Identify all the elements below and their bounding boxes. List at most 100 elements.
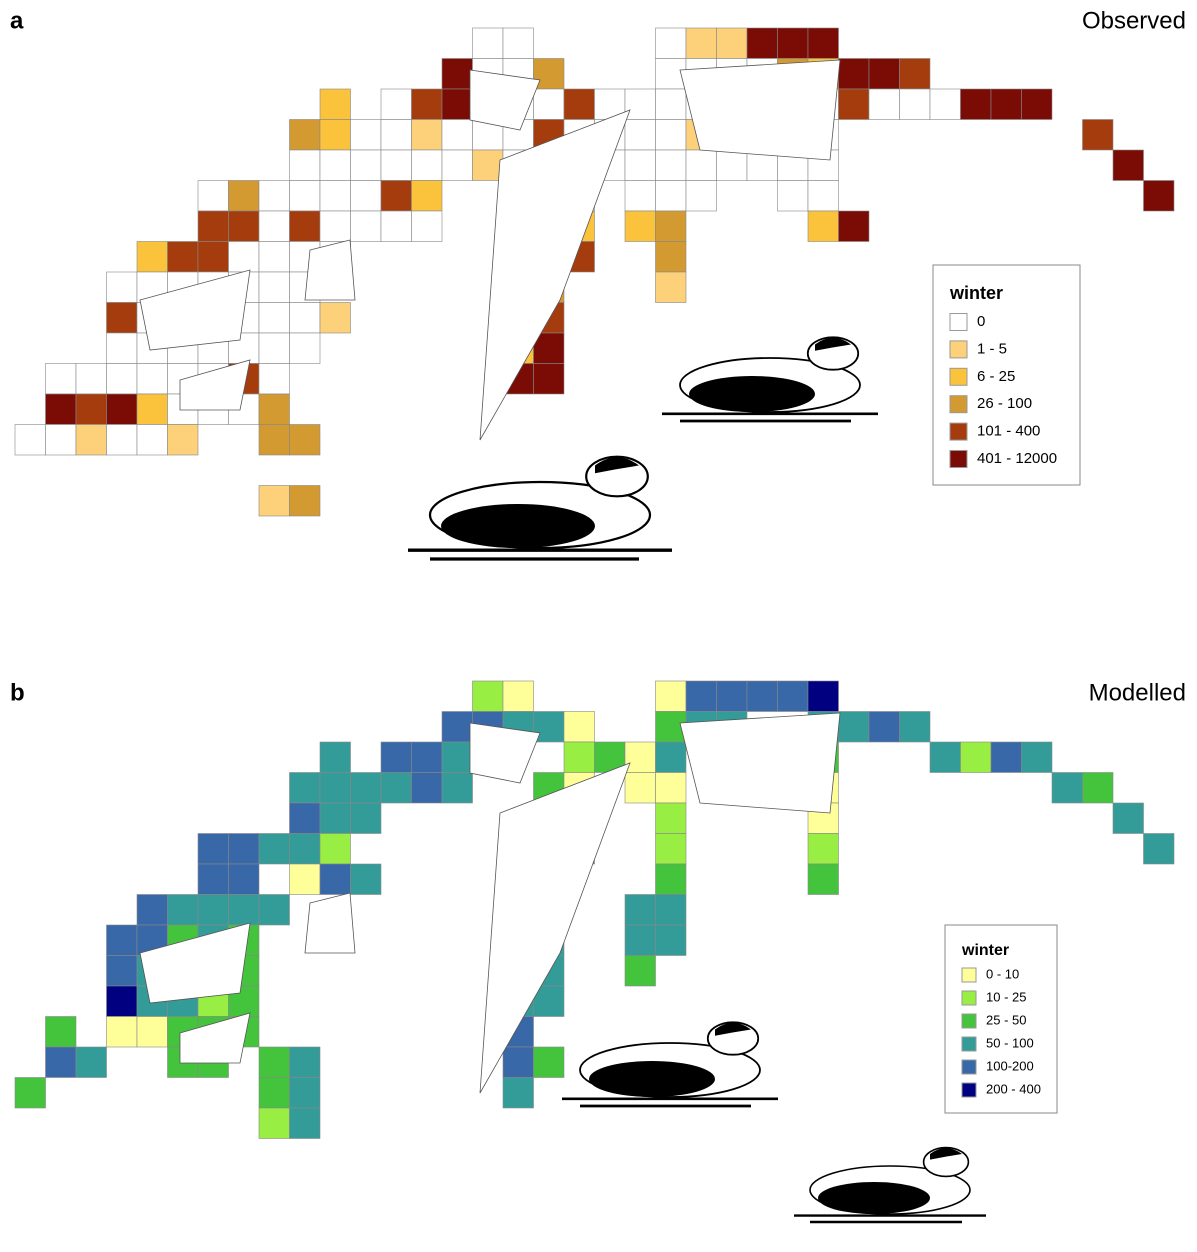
grid-cell bbox=[1144, 181, 1175, 212]
grid-cell bbox=[717, 28, 748, 59]
legend-title: winter bbox=[961, 942, 1009, 959]
grid-cell bbox=[656, 742, 687, 773]
grid-cell bbox=[320, 150, 351, 181]
grid-cell bbox=[320, 120, 351, 151]
grid-cell bbox=[473, 681, 504, 712]
grid-cell bbox=[229, 895, 260, 926]
grid-cell bbox=[381, 181, 412, 212]
duck-flank bbox=[589, 1061, 715, 1097]
grid-cell bbox=[381, 773, 412, 804]
grid-cell bbox=[107, 303, 138, 334]
grid-cell bbox=[259, 1108, 290, 1139]
grid-cell bbox=[869, 712, 900, 743]
grid-cell bbox=[320, 181, 351, 212]
grid-cell bbox=[686, 28, 717, 59]
grid-cell bbox=[1083, 773, 1114, 804]
grid-cell bbox=[808, 181, 839, 212]
grid-cell bbox=[46, 1017, 77, 1048]
grid-cell bbox=[76, 364, 107, 395]
grid-cell bbox=[290, 150, 321, 181]
grid-cell bbox=[107, 986, 138, 1017]
grid-cell bbox=[839, 89, 870, 120]
grid-cell bbox=[107, 333, 138, 364]
grid-cell bbox=[900, 59, 931, 90]
legend-title: winter bbox=[949, 283, 1003, 303]
legend-label: 50 - 100 bbox=[986, 1035, 1034, 1050]
grid-cell bbox=[76, 425, 107, 456]
grid-cell bbox=[351, 803, 382, 834]
grid-cell bbox=[1113, 150, 1144, 181]
grid-cell bbox=[351, 181, 382, 212]
grid-cell bbox=[198, 242, 229, 273]
grid-cell bbox=[412, 120, 443, 151]
grid-cell bbox=[839, 59, 870, 90]
grid-cell bbox=[290, 181, 321, 212]
grid-cell bbox=[564, 712, 595, 743]
grid-cell bbox=[259, 272, 290, 303]
grid-cell bbox=[625, 89, 656, 120]
grid-cell bbox=[320, 742, 351, 773]
grid-cell bbox=[869, 59, 900, 90]
grid-cell bbox=[351, 120, 382, 151]
grid-cell bbox=[290, 211, 321, 242]
legend-swatch bbox=[950, 451, 967, 468]
legend-label: 25 - 50 bbox=[986, 1012, 1026, 1027]
grid-cell bbox=[320, 773, 351, 804]
grid-cell bbox=[442, 120, 473, 151]
legend-swatch bbox=[962, 1083, 976, 1097]
grid-cell bbox=[290, 1108, 321, 1139]
land bbox=[480, 763, 630, 1093]
grid-cell bbox=[46, 1047, 77, 1078]
grid-cell bbox=[46, 425, 77, 456]
grid-cell bbox=[900, 712, 931, 743]
grid-cell bbox=[656, 120, 687, 151]
grid-cell bbox=[625, 742, 656, 773]
grid-cell bbox=[930, 742, 961, 773]
panel-letter: b bbox=[10, 679, 25, 706]
legend-swatch bbox=[962, 991, 976, 1005]
grid-cell bbox=[290, 303, 321, 334]
grid-cell bbox=[259, 834, 290, 865]
duck-illustration bbox=[794, 1148, 986, 1222]
land bbox=[305, 893, 355, 953]
grid-cell bbox=[107, 956, 138, 987]
grid-cell bbox=[229, 211, 260, 242]
grid-cell bbox=[381, 211, 412, 242]
figure: a Observed b Modelled winter01 - 56 - 25… bbox=[0, 0, 1197, 1252]
grid-cell bbox=[168, 242, 199, 273]
grid-cell bbox=[320, 211, 351, 242]
grid-cell bbox=[381, 89, 412, 120]
grid-cell bbox=[320, 303, 351, 334]
grid-cell bbox=[1022, 742, 1053, 773]
grid-cell bbox=[869, 89, 900, 120]
grid-cell bbox=[351, 864, 382, 895]
grid-cell bbox=[46, 364, 77, 395]
legend-swatch bbox=[950, 341, 967, 358]
grid-cell bbox=[442, 59, 473, 90]
legend-swatch bbox=[950, 396, 967, 413]
grid-cell bbox=[229, 181, 260, 212]
grid-cell bbox=[656, 925, 687, 956]
legend-label: 26 - 100 bbox=[977, 395, 1032, 412]
grid-cell bbox=[290, 333, 321, 364]
grid-cell bbox=[1052, 773, 1083, 804]
grid-cell bbox=[839, 712, 870, 743]
grid-cell bbox=[625, 181, 656, 212]
grid-cell bbox=[381, 150, 412, 181]
grid-cell bbox=[656, 211, 687, 242]
grid-cell bbox=[107, 364, 138, 395]
grid-cell bbox=[259, 895, 290, 926]
grid-cell bbox=[412, 773, 443, 804]
legend-swatch bbox=[950, 314, 967, 331]
grid-cell bbox=[137, 394, 168, 425]
grid-cell bbox=[656, 150, 687, 181]
grid-cell bbox=[686, 150, 717, 181]
grid-cell bbox=[778, 681, 809, 712]
grid-cell bbox=[808, 28, 839, 59]
grid-cell bbox=[259, 303, 290, 334]
grid-cell bbox=[534, 364, 565, 395]
legend-swatch bbox=[962, 968, 976, 982]
grid-cell bbox=[808, 864, 839, 895]
grid-cell bbox=[137, 1017, 168, 1048]
grid-cell bbox=[991, 89, 1022, 120]
